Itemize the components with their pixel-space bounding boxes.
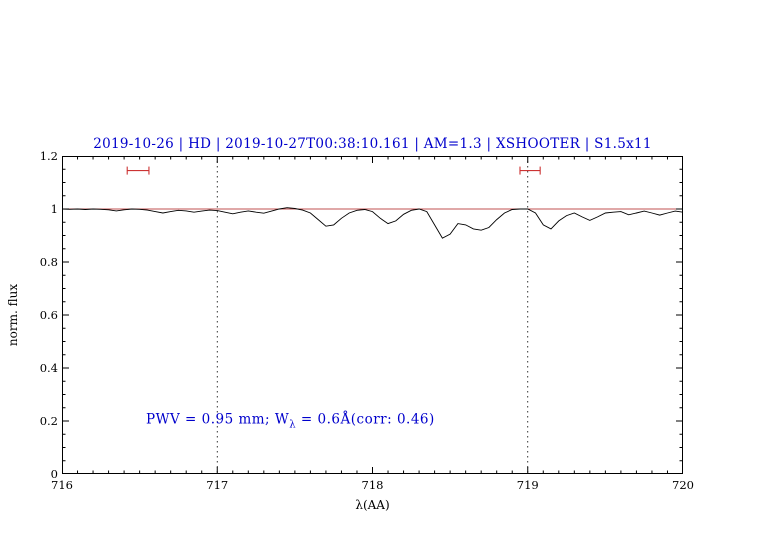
pwv-annotation-post: = 0.6Å(corr: 0.46) [296, 411, 435, 428]
pwv-annotation: PWV = 0.95 mm; Wλ = 0.6Å(corr: 0.46) [146, 412, 435, 431]
spectrum-line [62, 207, 683, 239]
y-tick-label: 1 [50, 202, 58, 216]
y-tick-label: 0.6 [39, 308, 58, 322]
x-axis-label: λ(AA) [355, 498, 390, 512]
plot-title: 2019-10-26 | HD | 2019-10-27T00:38:10.16… [93, 136, 652, 152]
plot-area: PWV = 0.95 mm; Wλ = 0.6Å(corr: 0.46) [62, 156, 683, 474]
y-axis-label: norm. flux [6, 283, 20, 347]
y-tick-label: 0.2 [39, 414, 58, 428]
y-tick-label: 0.8 [39, 255, 58, 269]
pwv-annotation-pre: PWV = 0.95 mm; W [146, 411, 290, 428]
x-tick-label: 719 [516, 478, 539, 492]
pwv-annotation-sub: λ [289, 419, 297, 431]
x-tick-label: 716 [51, 478, 73, 492]
y-tick-label: 0.4 [39, 361, 58, 375]
y-tick-label: 0 [50, 467, 58, 481]
y-tick-label: 1.2 [39, 149, 58, 163]
x-tick-label: 720 [672, 478, 694, 492]
x-tick-label: 717 [206, 478, 229, 492]
spectrum-chart [62, 156, 683, 474]
x-tick-label: 718 [361, 478, 384, 492]
